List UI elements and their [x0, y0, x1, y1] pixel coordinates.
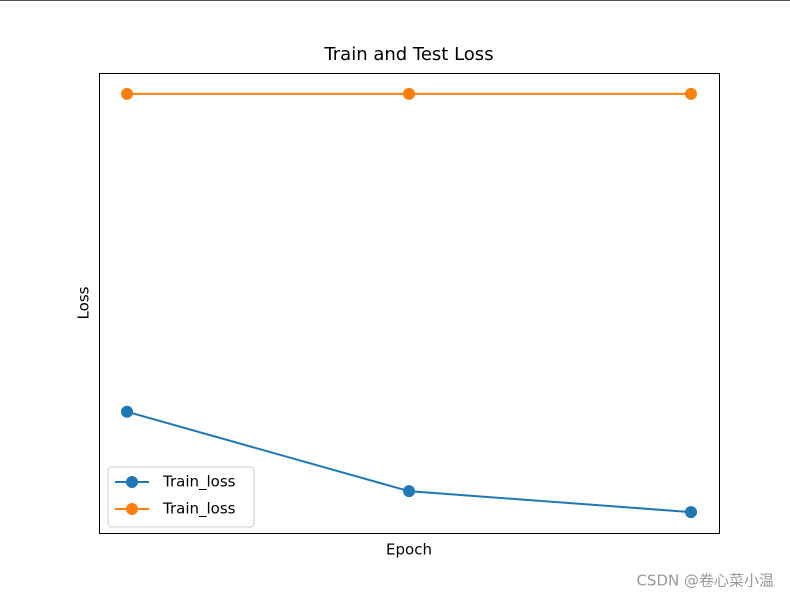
data-point	[685, 506, 697, 519]
legend-label: Train_loss	[162, 500, 236, 519]
legend-marker	[126, 476, 138, 488]
plot-frame	[99, 73, 720, 534]
data-point	[121, 87, 133, 100]
data-point	[121, 405, 133, 418]
watermark: CSDN @卷心菜小温	[636, 572, 774, 590]
legend-marker	[126, 503, 138, 515]
chart-title: Train and Test Loss	[323, 44, 493, 65]
y-axis-label: Loss	[75, 286, 93, 319]
data-point	[403, 485, 415, 498]
data-point	[403, 87, 415, 100]
data-point	[685, 87, 697, 100]
x-axis-label: Epoch	[386, 541, 432, 559]
legend-label: Train_loss	[162, 473, 236, 492]
